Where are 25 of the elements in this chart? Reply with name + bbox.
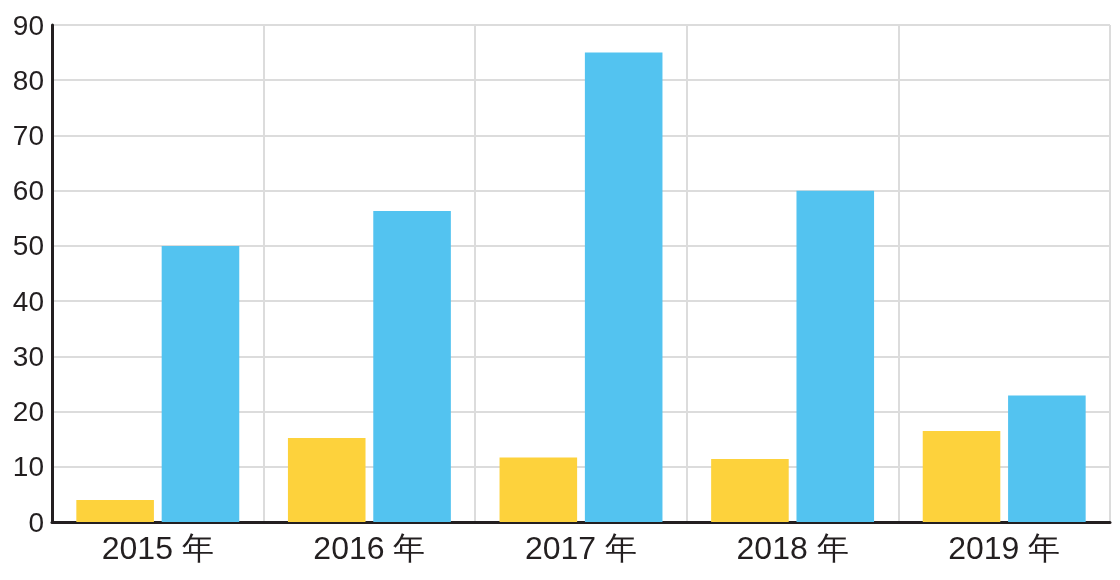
y-tick-label: 80 <box>12 64 44 96</box>
y-tick-label: 0 <box>28 506 44 538</box>
bar <box>711 459 789 522</box>
bar <box>922 430 1001 522</box>
y-tick-label: 20 <box>12 396 44 428</box>
bar <box>161 245 240 522</box>
bar <box>287 438 366 522</box>
bar <box>373 211 451 522</box>
bar <box>1008 395 1086 522</box>
y-tick-label: 10 <box>12 451 44 483</box>
y-tick-label: 40 <box>12 285 44 317</box>
x-tick-label: 2019 年 <box>948 530 1061 566</box>
y-tick-label: 90 <box>12 9 44 41</box>
bar <box>796 190 875 522</box>
y-tick-label: 50 <box>12 230 44 262</box>
bar <box>76 499 154 522</box>
bar <box>499 457 578 522</box>
x-tick-label: 2015 年 <box>101 530 214 566</box>
x-tick-label: 2016 年 <box>313 530 426 566</box>
x-tick-label: 2018 年 <box>736 530 849 566</box>
y-tick-label: 60 <box>12 175 44 207</box>
y-tick-label: 70 <box>12 119 44 151</box>
bar <box>584 52 663 522</box>
x-tick-label: 2017 年 <box>524 530 638 566</box>
y-tick-label: 30 <box>12 340 44 372</box>
